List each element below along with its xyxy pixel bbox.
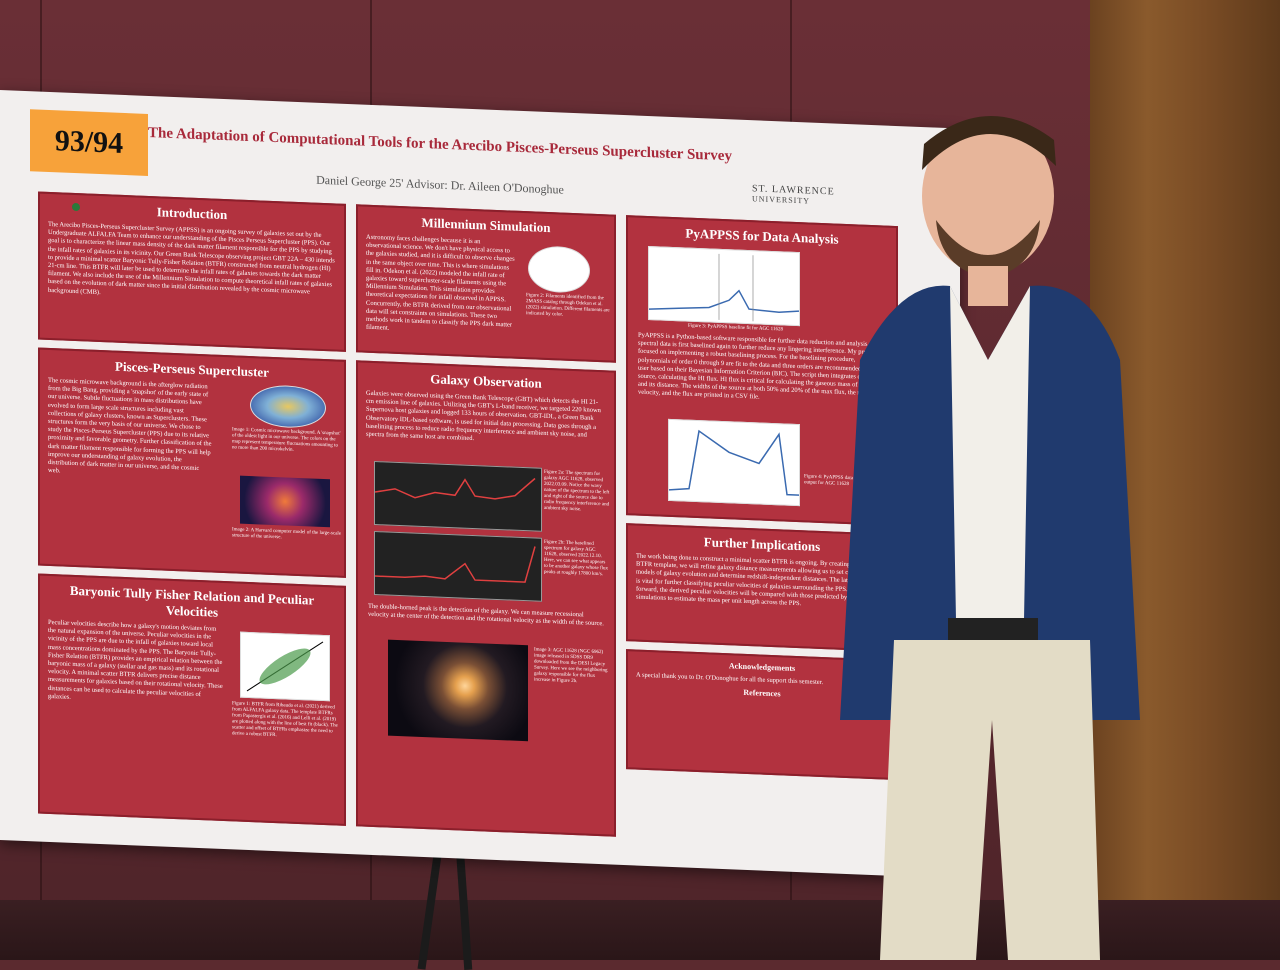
shirt [950, 286, 1030, 620]
figure-caption: Image 2: A Harvard computer model of the… [232, 527, 342, 541]
spectrum-line [375, 546, 536, 583]
galaxy-point-cloud [259, 648, 311, 685]
panel-introduction: Introduction The Arecibo Pisces-Perseus … [38, 191, 346, 352]
baseline-fit-svg [648, 253, 800, 322]
figure-caption: Image 1: Cosmic microwave background. A … [232, 427, 341, 453]
spectrum-line [374, 477, 536, 500]
poster-title: The Adaptation of Computational Tools fo… [148, 124, 732, 165]
cmb-map-image [250, 384, 326, 430]
cosmic-web-image [240, 475, 330, 528]
filament-map-image [528, 245, 590, 294]
galaxy-image [388, 639, 528, 742]
presenter-person [840, 115, 1140, 960]
raw-spectrum-plot [374, 461, 542, 532]
panel-text: Galaxies were observed using the Green B… [366, 389, 601, 443]
flux-analysis-plot [668, 418, 800, 507]
beard [936, 220, 1040, 278]
flux-line [648, 289, 800, 314]
panel-pyappss: PyAPPSS for Data Analysis Figure 3: PyAP… [626, 215, 898, 527]
panel-text: Peculiar velocities describe how a galax… [48, 618, 223, 701]
neck [968, 266, 1008, 306]
panel-millennium: Millennium Simulation Astronomy faces ch… [356, 204, 616, 363]
raw-spectrum-svg [374, 477, 536, 500]
poster-authors: Daniel George 25' Advisor: Dr. Aileen O'… [316, 172, 564, 197]
panel-text: Astronomy faces challenges because it is… [366, 233, 515, 332]
btfr-scatter-plot [240, 631, 330, 702]
poster-number-tag: 93/94 [30, 109, 148, 176]
panel-heading: Baryonic Tully Fisher Relation and Pecul… [69, 582, 315, 620]
trousers [880, 640, 1100, 960]
panel-galaxy-observation: Galaxy Observation Galaxies were observe… [356, 360, 616, 837]
research-poster: 93/94 The Adaptation of Computational To… [0, 90, 960, 879]
baselined-spectrum-svg [375, 546, 536, 583]
panel-text: The Arecibo Pisces-Perseus Supercluster … [48, 220, 335, 296]
university-logo: ST. LAWRENCE UNIVERSITY [752, 183, 835, 207]
panel-btfr: Baryonic Tully Fisher Relation and Pecul… [38, 573, 346, 826]
figure-caption: Figure 2: Filaments identified from the … [526, 293, 610, 318]
baseline-fit-plot [648, 246, 800, 327]
hair [922, 115, 1056, 170]
flux-line [668, 429, 799, 496]
panel-text: The cosmic microwave background is the a… [48, 376, 212, 475]
btfr-plot-svg [246, 641, 324, 692]
baselined-spectrum-plot [374, 531, 542, 602]
pushpin-icon [72, 202, 80, 212]
figure-caption: Figure 1: BTFR from Ribaudo et al. (2021… [232, 701, 338, 739]
face [922, 118, 1054, 274]
belt [948, 618, 1038, 640]
figure-caption: Figure 2b: The baselined spectrum for ga… [544, 539, 609, 578]
figure-caption: Image 3: AGC 11628 (NGC 6962) image rele… [534, 647, 608, 685]
panel-text: The double-horned peak is the detection … [368, 602, 604, 628]
panel-pisces-perseus: Pisces-Perseus Supercluster The cosmic m… [38, 347, 346, 578]
flux-analysis-svg [668, 429, 799, 496]
figure-caption: Figure 2a: The spectrum for galaxy AGC 1… [544, 469, 610, 513]
